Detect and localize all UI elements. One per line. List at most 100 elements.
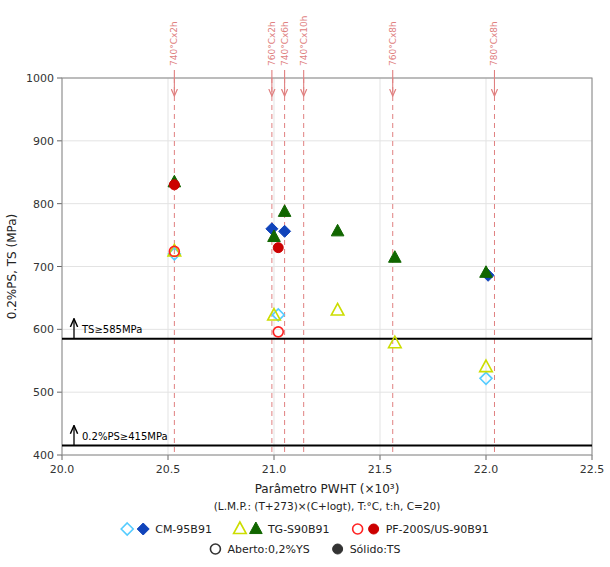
legend-item: PF-200S/US-90B91 — [353, 523, 489, 536]
grid-line-y — [62, 266, 592, 267]
y-tick — [57, 392, 62, 393]
legend-row: Aberto:0,2%YS Sólido:TS — [210, 543, 400, 556]
vline-arrow — [392, 70, 393, 96]
x-tick — [274, 455, 275, 460]
y-axis-label: 0.2%PS, TS (MPa) — [5, 214, 19, 320]
x-tick — [486, 455, 487, 460]
legend-item: TG-S90B91 — [234, 522, 330, 536]
plot-area — [62, 78, 592, 455]
point — [331, 224, 344, 236]
y-tick — [57, 266, 62, 267]
point — [268, 309, 281, 321]
series-points — [168, 244, 492, 371]
y-tick-label: 1000 — [26, 72, 54, 85]
vline-arrow — [494, 70, 495, 96]
point — [480, 266, 493, 278]
point — [389, 251, 402, 263]
plot-content — [62, 78, 592, 455]
legend-note: Aberto:0,2%YS — [210, 543, 309, 556]
point — [480, 372, 492, 384]
legend-marker — [369, 524, 379, 534]
series-points — [169, 246, 283, 336]
x-tick-label: 22.0 — [474, 463, 499, 476]
grid-line-y — [62, 392, 592, 393]
point — [268, 230, 281, 242]
point — [279, 225, 291, 237]
point — [278, 205, 291, 217]
plot-frame — [62, 78, 592, 455]
series-points — [168, 175, 492, 277]
point — [389, 336, 402, 348]
series-points — [169, 180, 283, 253]
point — [168, 244, 181, 256]
vline — [303, 78, 304, 455]
legend-marker — [121, 523, 133, 535]
hline — [62, 338, 592, 340]
x-tick — [592, 455, 593, 460]
point — [480, 360, 493, 372]
y-tick-label: 600 — [33, 323, 54, 336]
hline-arrow — [73, 319, 74, 339]
vline — [392, 78, 393, 455]
legend-row: CM-95B91 TG-S90B91 PF-200S/US-90B91 — [121, 522, 489, 536]
y-tick-label: 900 — [33, 135, 54, 148]
y-tick-label: 400 — [33, 449, 54, 462]
vline-label: 740°Cx10h — [299, 16, 309, 66]
x-tick-label: 20.0 — [50, 463, 75, 476]
x-axis-label-note: (L.M.P.: (T+273)×(C+logt), T:°C, t:h, C=… — [214, 500, 441, 512]
vline-arrow — [174, 70, 175, 96]
x-tick-label: 22.5 — [580, 463, 605, 476]
x-tick — [168, 455, 169, 460]
x-axis-label: Parâmetro PWHT (×10³) — [255, 482, 400, 496]
series-points — [168, 248, 492, 384]
vline-label: 740°Cx6h — [280, 21, 290, 66]
grid-line-y — [62, 203, 592, 204]
x-tick — [62, 455, 63, 460]
grid — [62, 78, 592, 455]
hline-arrow — [73, 426, 74, 446]
y-tick — [57, 203, 62, 204]
y-tick — [57, 78, 62, 79]
vline-arrow — [303, 70, 304, 96]
vline-label: 740°Cx2h — [169, 21, 179, 66]
series-points — [266, 223, 494, 281]
legend-note-marker — [210, 544, 220, 554]
y-tick-label: 800 — [33, 198, 54, 211]
x-tick — [380, 455, 381, 460]
legend-note-label: Sólido:TS — [350, 543, 401, 556]
point — [273, 327, 283, 337]
vline-arrow — [271, 70, 272, 96]
point — [273, 243, 283, 253]
vline-label: 780°Cx8h — [489, 21, 499, 66]
x-tick-label: 20.5 — [156, 463, 181, 476]
legend-item: CM-95B91 — [121, 523, 212, 536]
legend-note: Sólido:TS — [333, 543, 401, 556]
y-tick — [57, 455, 62, 456]
grid-line-y — [62, 140, 592, 141]
y-tick-label: 500 — [33, 386, 54, 399]
vline-label: 760°Cx8h — [388, 21, 398, 66]
x-tick-label: 21.0 — [262, 463, 287, 476]
y-tick — [57, 140, 62, 141]
point — [169, 180, 179, 190]
hline — [62, 445, 592, 447]
legend-label: CM-95B91 — [155, 523, 212, 536]
legend-marker — [250, 522, 263, 534]
vline — [494, 78, 495, 455]
vline — [174, 78, 175, 455]
vline-label: 760°Cx2h — [267, 21, 277, 66]
vline — [271, 78, 272, 455]
point — [331, 303, 344, 315]
legend-note-marker — [333, 544, 343, 554]
legend-note-label: Aberto:0,2%YS — [227, 543, 309, 556]
legend-label: PF-200S/US-90B91 — [386, 523, 489, 536]
legend-marker — [234, 522, 247, 534]
y-tick-label: 700 — [33, 261, 54, 274]
point — [169, 246, 179, 256]
hline-label: 0.2%PS≥415MPa — [82, 431, 168, 442]
vline-arrow — [284, 70, 285, 96]
x-tick-label: 21.5 — [368, 463, 393, 476]
legend-marker — [137, 523, 149, 535]
legend: CM-95B91 TG-S90B91 PF-200S/US-90B91 Aberto:… — [121, 522, 489, 556]
y-tick — [57, 329, 62, 330]
